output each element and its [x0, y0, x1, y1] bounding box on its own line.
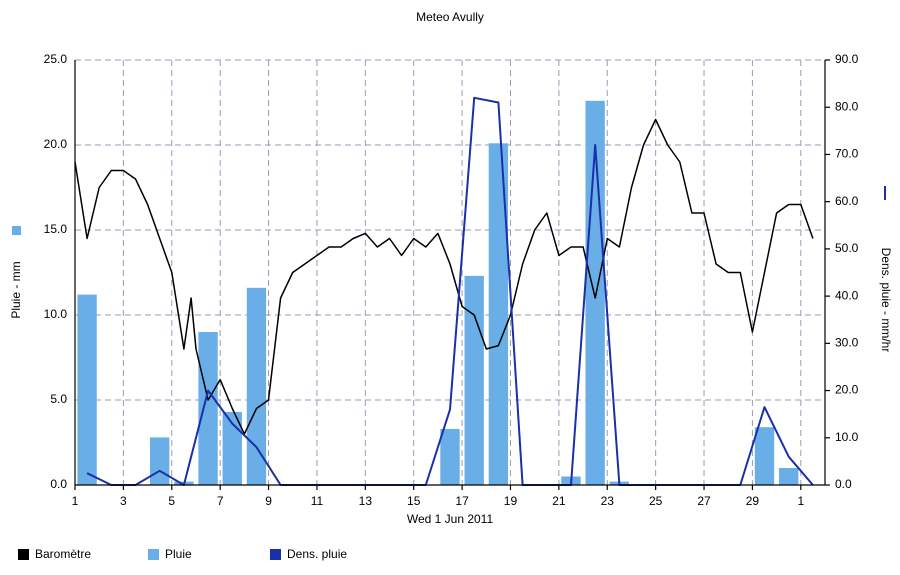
bar — [198, 332, 218, 485]
x-tick-label: 11 — [311, 494, 324, 508]
legend-label: Dens. pluie — [287, 547, 347, 561]
x-tick-label: 25 — [649, 494, 663, 508]
legend-swatch — [148, 549, 159, 560]
x-tick-label: 23 — [601, 494, 615, 508]
legend-swatch — [18, 549, 29, 560]
x-tick-label: 3 — [120, 494, 127, 508]
x-tick-label: 29 — [746, 494, 760, 508]
bar — [488, 143, 509, 486]
y-tick-label: 20.0 — [44, 137, 68, 151]
x-tick-label: 7 — [217, 494, 224, 508]
bar — [779, 468, 799, 485]
y-tick-label: 0.0 — [50, 477, 67, 491]
y-tick-label: 10.0 — [44, 307, 68, 321]
y-tick-label: 5.0 — [50, 392, 67, 406]
x-tick-label: 13 — [359, 494, 373, 508]
x-tick-label: 1 — [797, 494, 804, 508]
y2-tick-label: 30.0 — [835, 336, 859, 350]
y2-tick-label: 10.0 — [835, 430, 859, 444]
y-axis-label: Pluie - mm — [9, 261, 23, 318]
y2-tick-label: 80.0 — [835, 99, 859, 113]
x-tick-label: 1 — [72, 494, 79, 508]
legend-label: Pluie — [165, 547, 192, 561]
x-tick-label: 27 — [697, 494, 711, 508]
legend-swatch — [270, 549, 281, 560]
bar — [464, 275, 484, 485]
bar — [246, 287, 267, 485]
y-tick-label: 15.0 — [44, 222, 68, 236]
y2-tick-label: 0.0 — [835, 477, 852, 491]
y-tick-label: 25.0 — [44, 52, 68, 66]
y2-tick-label: 60.0 — [835, 194, 859, 208]
line — [74, 118, 814, 435]
x-tick-label: 21 — [552, 494, 566, 508]
legend-label: Baromètre — [35, 547, 91, 561]
bar — [77, 294, 97, 485]
y2-axis-label: Dens. pluie - mm/hr — [879, 248, 893, 353]
y-axis-marker — [12, 226, 21, 235]
x-tick-label: 15 — [407, 494, 421, 508]
y2-tick-label: 40.0 — [835, 288, 859, 302]
bar — [222, 411, 242, 485]
bar — [440, 428, 460, 485]
y2-tick-label: 70.0 — [835, 147, 859, 161]
bar — [585, 100, 605, 486]
x-tick-label: 9 — [265, 494, 272, 508]
y2-tick-label: 90.0 — [835, 52, 859, 66]
x-tick-label: 5 — [168, 494, 175, 508]
bar — [150, 437, 170, 485]
x-tick-label: 19 — [504, 494, 518, 508]
y2-tick-label: 50.0 — [835, 241, 859, 255]
x-tick-label: 17 — [455, 494, 469, 508]
y2-tick-label: 20.0 — [835, 383, 859, 397]
x-axis-label: Wed 1 Jun 2011 — [407, 512, 494, 526]
chart-title: Meteo Avully — [416, 10, 484, 24]
bar — [754, 427, 775, 485]
